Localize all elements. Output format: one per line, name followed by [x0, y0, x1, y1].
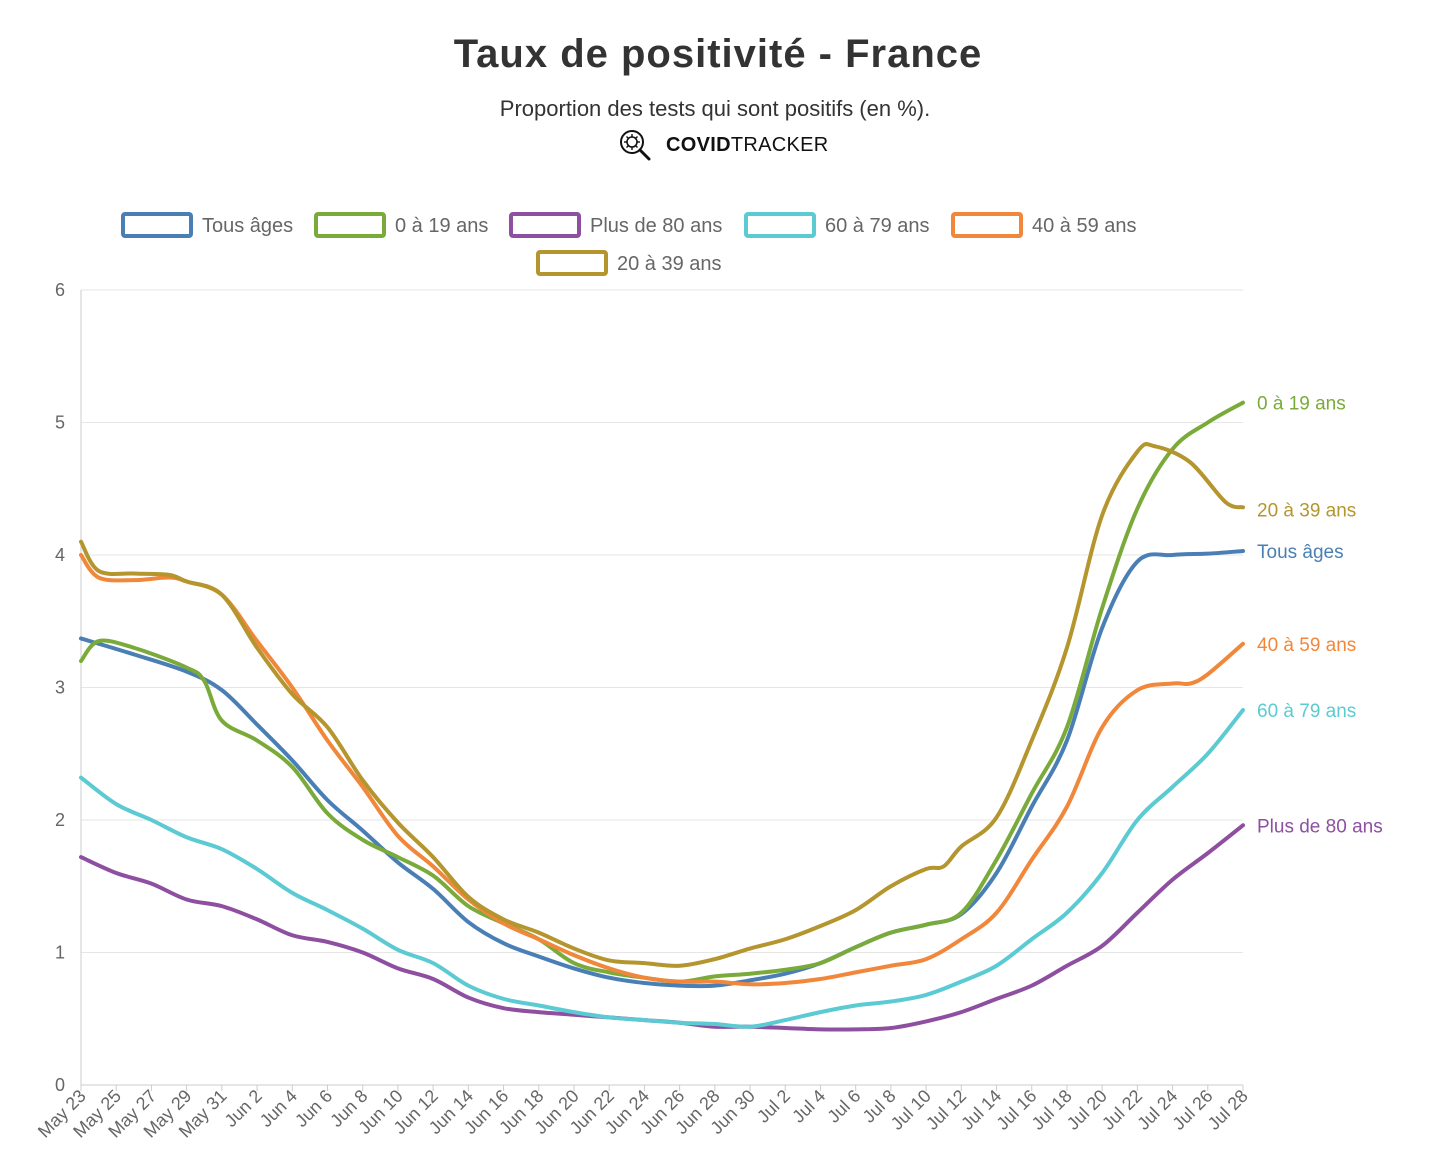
x-tick-label: Jul 2 [753, 1086, 794, 1127]
legend-label: 60 à 79 ans [825, 215, 930, 237]
y-tick-label: 5 [55, 413, 65, 433]
y-tick-label: 2 [55, 810, 65, 830]
y-tick-label: 1 [55, 943, 65, 963]
series-end-label: 60 à 79 ans [1257, 701, 1356, 722]
series-end-label: 20 à 39 ans [1257, 500, 1356, 521]
legend-label: Plus de 80 ans [590, 215, 722, 237]
x-tick-label: Jul 28 [1204, 1086, 1252, 1134]
series-line-2 [79, 823, 1245, 1032]
brand-name-regular: TRACKER [730, 133, 829, 156]
y-tick-label: 6 [55, 280, 65, 300]
series-end-label: Plus de 80 ans [1257, 816, 1383, 837]
series-line-4 [79, 553, 1245, 987]
legend-swatch [314, 212, 386, 238]
legend-label: 20 à 39 ans [617, 253, 722, 275]
legend-label: Tous âges [202, 215, 293, 237]
virus-magnifier-icon [620, 130, 651, 161]
series-end-label: Tous âges [1257, 542, 1344, 563]
brand-name-bold: COVID [666, 133, 731, 156]
series-line-5 [79, 442, 1245, 968]
series-line-1 [79, 400, 1245, 984]
series-line-0 [79, 549, 1245, 989]
brand-logo: COVIDTRACKER [618, 128, 829, 162]
series-line-3 [79, 708, 1245, 1029]
chart-title: Taux de positivité - France [453, 32, 983, 76]
chart-subtitle: Proportion des tests qui sont positifs (… [499, 96, 931, 121]
series-end-label: 40 à 59 ans [1257, 635, 1356, 656]
x-tick-label: Jun 4 [256, 1086, 301, 1131]
x-tick-label: Jun 6 [291, 1086, 336, 1131]
legend-swatch [509, 212, 581, 238]
y-tick-label: 4 [55, 545, 65, 565]
legend-swatch [121, 212, 193, 238]
legend-label: 0 à 19 ans [395, 215, 488, 237]
series-end-label: 0 à 19 ans [1257, 394, 1346, 415]
legend-swatch [536, 250, 608, 276]
brand-name: COVIDTRACKER [666, 134, 829, 157]
legend-swatch [744, 212, 816, 238]
legend-swatch [951, 212, 1023, 238]
y-tick-label: 0 [55, 1075, 65, 1095]
x-tick-label: Jul 6 [823, 1086, 864, 1127]
x-tick-label: Jun 2 [221, 1086, 266, 1131]
y-tick-label: 3 [55, 678, 65, 698]
legend-label: 40 à 59 ans [1032, 215, 1137, 237]
x-tick-label: Jul 4 [788, 1086, 829, 1127]
